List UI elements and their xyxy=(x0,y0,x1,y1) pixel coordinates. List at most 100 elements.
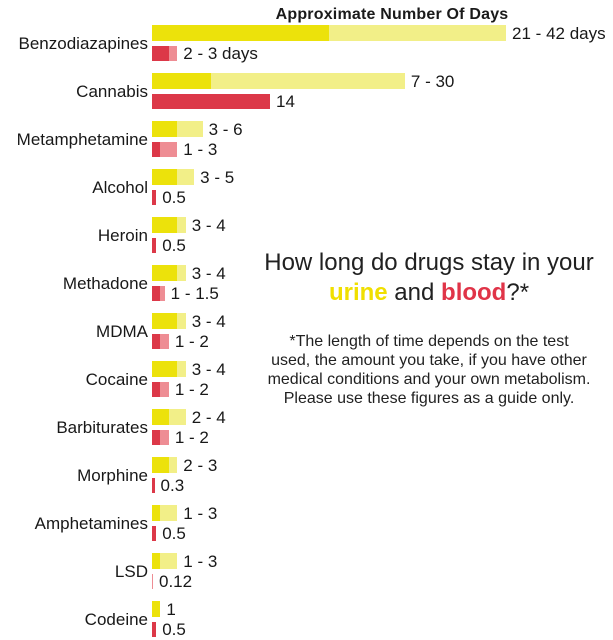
urine-value-label: 1 - 3 xyxy=(183,504,218,523)
blood-bar xyxy=(152,142,178,157)
blood-bar-min-segment xyxy=(152,430,161,445)
blood-bar xyxy=(152,574,153,589)
footnote-line: used, the amount you take, if you have o… xyxy=(271,352,587,369)
drug-row: Metamphetamine 3 - 6 1 - 3 xyxy=(0,121,613,158)
blood-bar-min-segment xyxy=(152,478,155,493)
blood-bar-max-segment xyxy=(160,430,169,445)
drug-row: Alcohol 3 - 5 0.5 xyxy=(0,169,613,206)
blood-bar-min-segment xyxy=(152,238,157,253)
urine-value-label: 3 - 5 xyxy=(200,168,235,187)
drug-row: LSD 1 - 3 0.12 xyxy=(0,553,613,590)
blood-bar xyxy=(152,94,271,109)
blood-value-label: 1 - 1.5 xyxy=(170,284,219,303)
blood-bar-min-segment xyxy=(152,622,157,637)
blood-bar xyxy=(152,622,157,637)
urine-value-label: 2 - 3 xyxy=(183,456,218,475)
urine-bar xyxy=(152,505,178,521)
blood-bar xyxy=(152,238,157,253)
blood-bar-max-segment xyxy=(168,46,178,61)
urine-bar-max-segment xyxy=(177,217,186,233)
urine-value-label: 3 - 4 xyxy=(191,312,226,331)
blood-value-label: 0.5 xyxy=(162,236,186,255)
urine-bar-min-segment xyxy=(152,265,178,281)
drug-label: Morphine xyxy=(77,466,148,485)
drug-row: Amphetamines 1 - 3 0.5 xyxy=(0,505,613,542)
urine-bar xyxy=(152,265,186,281)
blood-bar-max-segment xyxy=(160,286,165,301)
urine-bar xyxy=(152,217,186,233)
drug-label: Cannabis xyxy=(76,82,148,101)
headline-urine-word: urine xyxy=(328,279,388,306)
urine-value-label: 1 - 3 xyxy=(183,552,218,571)
urine-bar-min-segment xyxy=(152,601,161,617)
headline-and-word: and xyxy=(387,279,442,306)
urine-bar-max-segment xyxy=(168,457,178,473)
headline-line1: How long do drugs stay in your xyxy=(264,249,594,276)
urine-bar-min-segment xyxy=(152,313,178,329)
drug-label: Alcohol xyxy=(92,178,148,197)
drug-label: Codeine xyxy=(84,610,148,629)
urine-bar xyxy=(152,169,195,185)
blood-bar xyxy=(152,430,169,445)
drug-label: Barbiturates xyxy=(56,418,148,437)
blood-bar-max-segment xyxy=(152,574,153,589)
urine-value-label: 3 - 6 xyxy=(208,120,243,139)
urine-bar-max-segment xyxy=(168,409,186,425)
drug-row: MDMA 3 - 4 1 - 2 xyxy=(0,313,613,350)
urine-value-label: 21 - 42 days xyxy=(512,24,606,43)
headline-suffix: ?* xyxy=(506,279,530,306)
blood-bar xyxy=(152,478,155,493)
footnote: *The length of time depends on the test … xyxy=(245,332,613,408)
blood-bar xyxy=(152,334,169,349)
blood-bar-max-segment xyxy=(160,142,178,157)
drug-row: Cocaine 3 - 4 1 - 2 xyxy=(0,361,613,398)
urine-bar-max-segment xyxy=(177,313,186,329)
drug-label: Metamphetamine xyxy=(16,130,148,149)
urine-bar xyxy=(152,601,161,617)
footnote-line: Please use these figures as a guide only… xyxy=(283,390,575,407)
headline: How long do drugs stay in your urine and… xyxy=(245,248,613,308)
urine-bar xyxy=(152,409,186,425)
urine-bar-min-segment xyxy=(152,361,178,377)
urine-value-label: 3 - 4 xyxy=(191,216,226,235)
drug-row: Barbiturates 2 - 4 1 - 2 xyxy=(0,409,613,446)
urine-bar-max-segment xyxy=(160,553,178,569)
chart-title: Approximate Number Of Days xyxy=(275,6,509,23)
urine-value-label: 1 xyxy=(166,600,176,619)
headline-line2: urine and blood?* xyxy=(245,278,613,308)
urine-bar-min-segment xyxy=(152,217,178,233)
blood-bar xyxy=(152,382,169,397)
urine-bar-max-segment xyxy=(211,73,405,89)
blood-value-label: 1 - 2 xyxy=(174,332,209,351)
blood-value-label: 1 - 2 xyxy=(174,428,209,447)
urine-bar xyxy=(152,73,405,89)
drug-label: Amphetamines xyxy=(34,514,148,533)
drug-label: Cocaine xyxy=(85,370,148,389)
urine-bar-max-segment xyxy=(177,265,186,281)
urine-bar xyxy=(152,121,203,137)
drug-label: Benzodiazapines xyxy=(18,34,148,53)
blood-bar-min-segment xyxy=(152,286,161,301)
blood-bar-min-segment xyxy=(152,190,157,205)
urine-bar xyxy=(152,313,186,329)
urine-bar-min-segment xyxy=(152,169,178,185)
headline-blood-word: blood xyxy=(441,279,507,306)
drug-row: Codeine 1 0.5 xyxy=(0,601,613,638)
urine-bar-max-segment xyxy=(177,169,195,185)
urine-bar xyxy=(152,553,178,569)
blood-bar-max-segment xyxy=(160,382,169,397)
urine-bar xyxy=(152,25,507,41)
drug-label: Heroin xyxy=(97,226,148,245)
urine-bar xyxy=(152,457,178,473)
blood-value-label: 0.3 xyxy=(160,476,185,495)
urine-value-label: 3 - 4 xyxy=(191,264,226,283)
blood-bar xyxy=(152,46,178,61)
blood-value-label: 0.5 xyxy=(162,188,186,207)
urine-bar-min-segment xyxy=(152,409,169,425)
blood-bar xyxy=(152,286,165,301)
urine-value-label: 2 - 4 xyxy=(191,408,226,427)
urine-bar-max-segment xyxy=(177,361,186,377)
drug-row: Benzodiazapines 21 - 42 days 2 - 3 days xyxy=(0,25,613,62)
drug-row: Cannabis 7 - 30 14 xyxy=(0,73,613,110)
blood-bar-min-segment xyxy=(152,382,161,397)
